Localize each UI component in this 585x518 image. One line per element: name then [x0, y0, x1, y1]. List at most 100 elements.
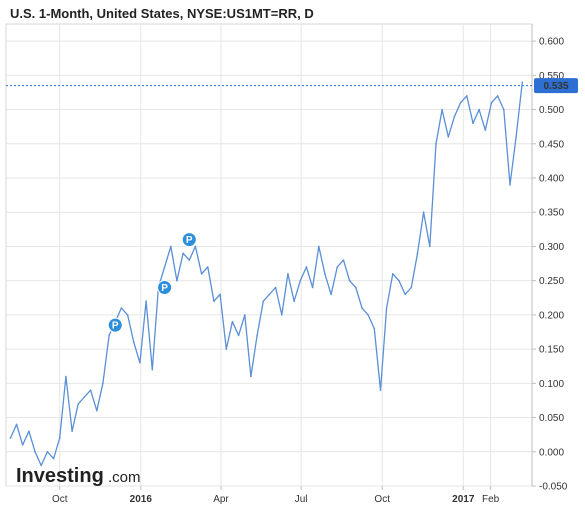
data-point [95, 409, 98, 412]
current-value-badge: 0.535 [534, 78, 578, 94]
data-point [15, 423, 18, 426]
data-point [416, 252, 419, 255]
pin-label: P [186, 235, 193, 246]
pins: P P P [107, 232, 197, 333]
data-point [231, 320, 234, 323]
data-point [108, 334, 110, 337]
data-point [299, 279, 302, 282]
pin-marker [157, 280, 173, 296]
data-point [398, 279, 400, 282]
data-point [145, 300, 147, 303]
x-tick-label: 2016 [130, 494, 153, 505]
data-point [188, 259, 191, 261]
chart-title: U.S. 1-Month, United States, NYSE:US1MT=… [10, 6, 314, 21]
data-point [34, 450, 36, 453]
logo-domain-text: .com [108, 469, 141, 486]
x-tick-label: Oct [52, 494, 68, 505]
data-point [515, 136, 517, 138]
data-point [194, 245, 197, 248]
y-tick-label: 0.100 [539, 379, 564, 390]
data-point [9, 437, 12, 439]
data-point [317, 245, 320, 248]
data-point [330, 293, 332, 296]
current-value-label: 0.535 [543, 81, 568, 92]
data-point [422, 211, 425, 214]
y-tick-label: 0.600 [539, 37, 564, 48]
data-point [256, 334, 258, 337]
data-point [348, 279, 351, 282]
data-point [466, 95, 468, 97]
data-point [219, 293, 221, 296]
x-tick-label: Feb [482, 494, 500, 505]
data-point [77, 403, 80, 405]
data-point [21, 444, 24, 446]
data-point [182, 252, 184, 255]
grid [6, 24, 532, 487]
data-point [305, 266, 308, 268]
x-tick-label: 2017 [452, 494, 475, 505]
x-tick-label: Apr [213, 494, 229, 505]
data-point [274, 286, 277, 289]
data-point [490, 101, 493, 104]
y-tick-label: 0.300 [539, 242, 564, 253]
y-tick-label: 0.450 [539, 139, 564, 150]
y-tick-label: 0.350 [539, 208, 564, 219]
data-point [373, 327, 376, 330]
data-point [262, 300, 265, 303]
data-point [404, 293, 406, 296]
data-point [237, 334, 240, 337]
data-point [213, 300, 215, 303]
investing-logo: Investing .com [16, 465, 141, 487]
data-point [441, 108, 443, 111]
data-point [503, 108, 505, 111]
plot-frame [5, 23, 533, 487]
y-tick-label: 0.200 [539, 310, 564, 321]
data-point [324, 273, 326, 275]
pin-marker [181, 232, 197, 248]
x-tick-label: Jul [295, 494, 308, 505]
y-tick-label: 0.050 [539, 413, 564, 424]
data-point [200, 273, 203, 275]
y-tick-label: 0.400 [539, 174, 564, 185]
data-point [268, 293, 271, 296]
data-point [163, 266, 166, 268]
data-point [65, 375, 67, 378]
data-point [354, 286, 357, 289]
y-tick-label: 0.250 [539, 276, 564, 287]
data-point [89, 389, 92, 391]
data-point [435, 142, 437, 145]
x-axis-ticks: Oct 2016 Apr Jul Oct 2017 Feb [52, 486, 500, 505]
y-tick-label: 0.150 [539, 345, 564, 356]
data-point [139, 362, 141, 364]
data-point [71, 430, 73, 433]
data-point [169, 245, 172, 248]
data-point [509, 184, 511, 186]
data-point [40, 464, 43, 467]
pin-marker [107, 317, 123, 333]
data-point [250, 375, 252, 378]
y-tick-label: 0.500 [539, 105, 564, 116]
data-point [521, 81, 524, 83]
data-point [410, 286, 413, 289]
data-point [225, 348, 228, 350]
data-point [428, 245, 431, 248]
y-axis-ticks: 0.600 0.550 0.500 0.450 0.400 0.350 0.300 0.250… [532, 37, 568, 493]
data-point [293, 300, 295, 303]
x-tick-label: Oct [374, 494, 390, 505]
data-point [379, 389, 382, 391]
data-point [28, 430, 30, 433]
data-point [287, 273, 289, 275]
data-point [52, 457, 55, 460]
data-point [453, 115, 456, 118]
data-point [472, 122, 474, 125]
pin-label: P [161, 283, 168, 294]
data-point [459, 101, 462, 104]
logo-main-text: Investing [16, 465, 104, 487]
data-point [391, 273, 394, 275]
current-value-badge-bg [534, 78, 578, 94]
data-point [102, 382, 104, 385]
data-point [484, 129, 487, 131]
data-point [206, 266, 209, 268]
data-point [151, 368, 154, 371]
